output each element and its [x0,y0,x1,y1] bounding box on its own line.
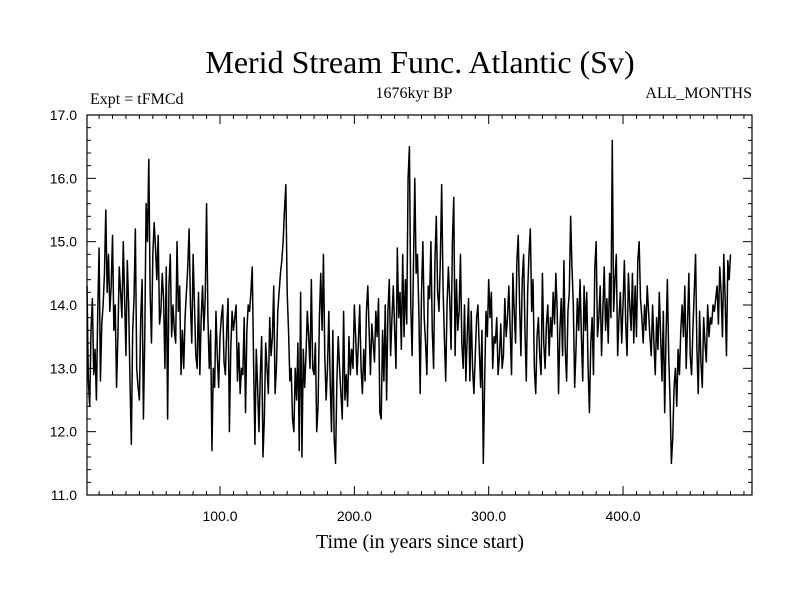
y-axis: 11.0 12.0 13.0 14.0 15.0 16.0 17.0 [50,107,752,503]
experiment-label: Expt = tFMCd [90,91,183,108]
x-tick-label: 100.0 [202,508,237,524]
y-tick-label: 15.0 [50,234,77,250]
x-axis-label: Time (in years since start) [316,531,524,553]
y-tick-label: 17.0 [50,107,77,123]
y-tick-label: 14.0 [50,297,77,313]
x-tick-label: 200.0 [337,508,372,524]
y-tick-label: 13.0 [50,360,77,376]
y-tick-label: 16.0 [50,170,77,186]
chart-title: Merid Stream Func. Atlantic (Sv) [205,44,634,80]
y-tick-label: 11.0 [51,487,77,503]
x-tick-label: 300.0 [471,508,506,524]
series-line [86,139,732,465]
chart-subtitle: 1676kyr BP [376,85,453,102]
months-label: ALL_MONTHS [645,85,752,102]
y-tick-label: 12.0 [50,424,77,440]
x-tick-label: 400.0 [606,508,641,524]
x-axis: 100.0 200.0 300.0 400.0 [98,115,745,524]
plot-area: 11.0 12.0 13.0 14.0 15.0 16.0 17.0 100.0 200.0 3… [50,107,753,524]
